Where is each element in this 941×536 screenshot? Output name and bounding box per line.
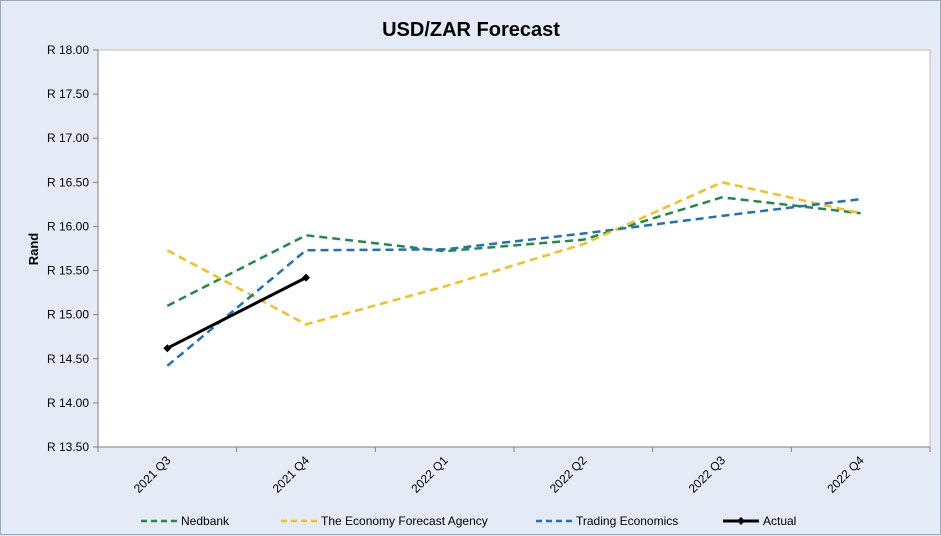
legend-label: Trading Economics <box>576 514 678 528</box>
y-axis-label: Rand <box>26 233 41 266</box>
x-tick-label: 2021 Q4 <box>270 453 313 496</box>
y-tick-label: R 13.50 <box>47 440 89 454</box>
chart-title: USD/ZAR Forecast <box>382 19 560 41</box>
series-actual <box>163 273 310 353</box>
legend-item: The Economy Forecast Agency <box>281 514 488 528</box>
y-tick-label: R 18.00 <box>47 43 89 57</box>
series-layer <box>163 181 861 367</box>
legend-item: Nedbank <box>141 514 230 528</box>
legend-label: The Economy Forecast Agency <box>321 514 488 528</box>
x-tick-label: 2022 Q1 <box>408 453 451 496</box>
series-line <box>166 197 861 367</box>
x-tick-label: 2022 Q3 <box>686 453 729 496</box>
y-tick-label: R 15.50 <box>47 264 89 278</box>
series-trading-economics <box>166 197 861 367</box>
x-tick-label: 2021 Q3 <box>131 453 174 496</box>
legend: Nedbank The Economy Forecast Agency Tradin… <box>141 514 796 528</box>
y-tick-label: R 14.00 <box>47 396 89 410</box>
plot-area <box>97 49 931 448</box>
y-tick-label: R 16.00 <box>47 219 89 233</box>
legend-marker <box>737 517 745 525</box>
y-axis: R 13.50 R 14.00 R 14.50 R 15.00 R 15.50 R 16.… <box>47 43 99 454</box>
legend-label: Nedbank <box>181 514 230 528</box>
x-tick-label: 2022 Q4 <box>824 453 867 496</box>
series-line <box>166 196 861 307</box>
y-tick-label: R 16.50 <box>47 175 89 189</box>
y-tick-label: R 17.50 <box>47 87 89 101</box>
y-tick-label: R 17.00 <box>47 131 89 145</box>
legend-label: Actual <box>763 514 796 528</box>
y-tick-label: R 14.50 <box>47 352 89 366</box>
x-tick-label: 2022 Q2 <box>547 453 590 496</box>
data-point <box>163 344 172 353</box>
y-tick-label: R 15.00 <box>47 308 89 322</box>
series-the-economy-forecast-agency <box>166 181 861 326</box>
x-axis: 2021 Q3 2021 Q4 2022 Q1 2022 Q2 2022 Q3 2022 … <box>97 446 931 496</box>
series-line <box>166 276 307 350</box>
legend-item: Trading Economics <box>536 514 678 528</box>
data-point <box>302 273 310 282</box>
series-line <box>166 181 861 326</box>
legend-item: Actual <box>723 514 796 528</box>
series-nedbank <box>166 196 861 307</box>
